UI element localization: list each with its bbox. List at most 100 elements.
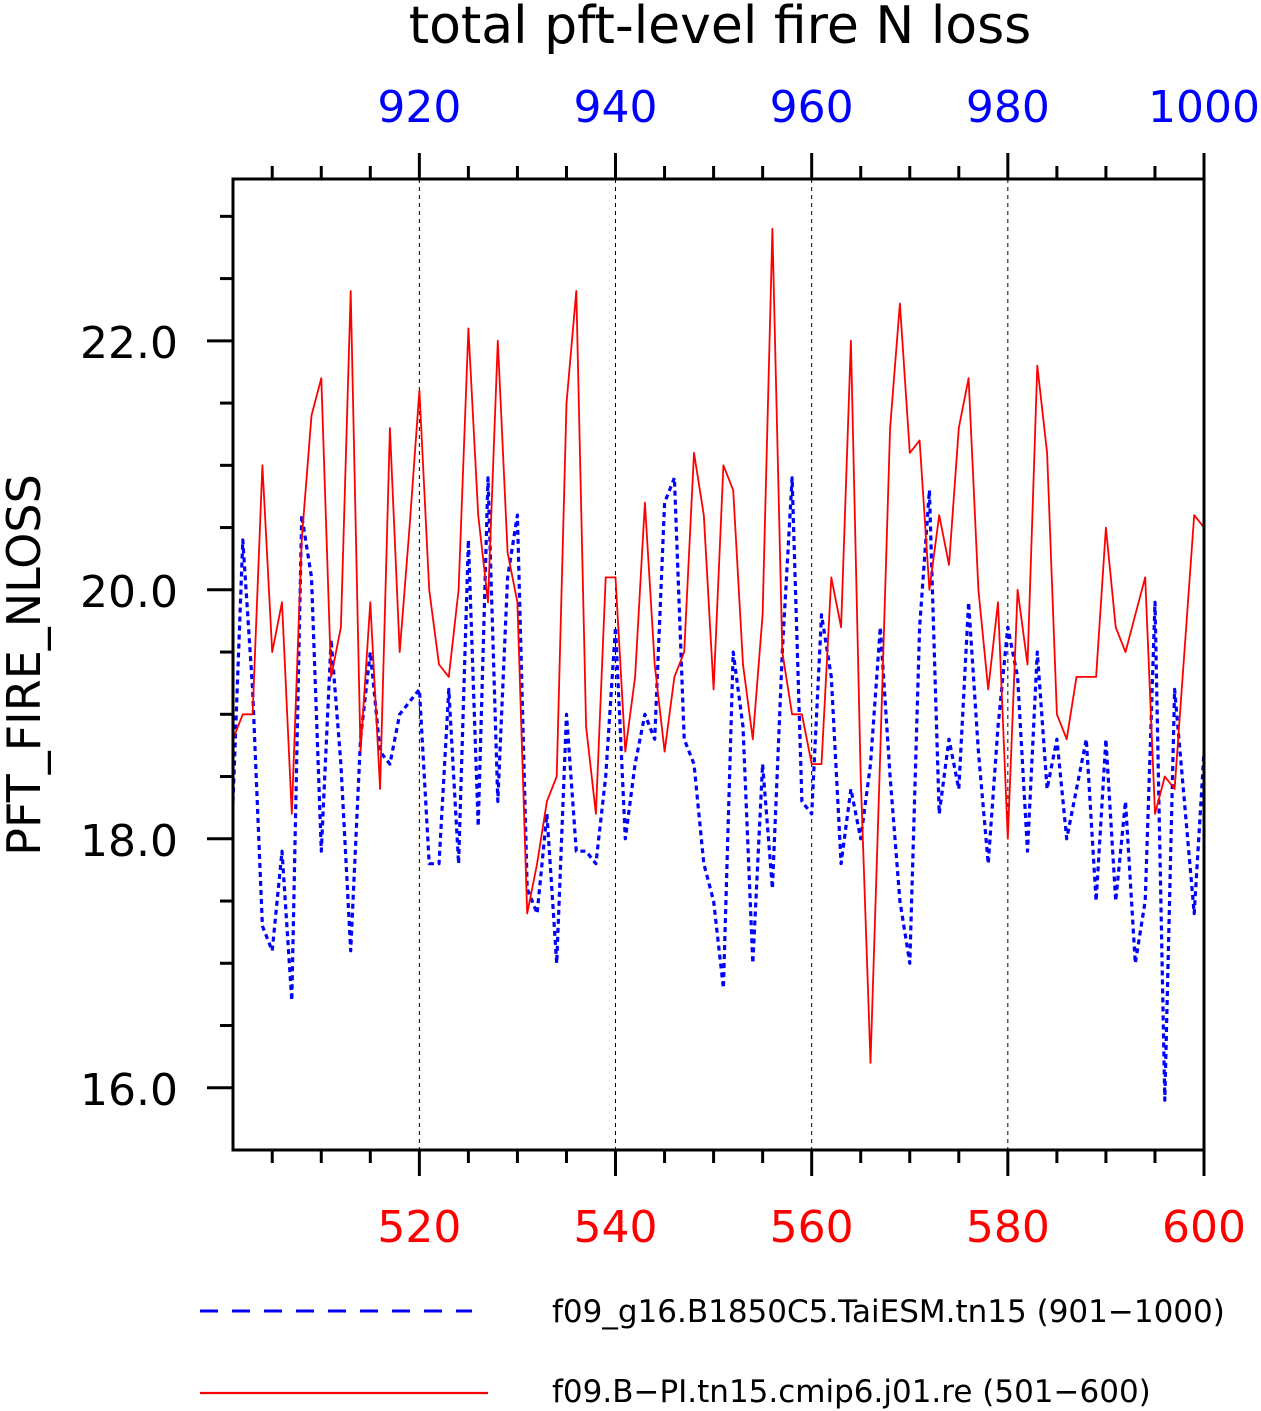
data-point <box>516 514 519 517</box>
data-point <box>1114 626 1117 629</box>
data-point <box>516 601 519 604</box>
data-point <box>457 862 460 865</box>
data-point <box>1006 837 1009 840</box>
data-point <box>967 601 970 604</box>
data-point <box>594 812 597 815</box>
data-point <box>820 763 823 766</box>
data-point <box>555 775 558 778</box>
data-point <box>938 514 941 517</box>
data-point <box>898 302 901 305</box>
data-point <box>624 750 627 753</box>
data-point <box>918 626 921 629</box>
series-line-blue <box>231 476 1206 1102</box>
data-point <box>663 501 666 504</box>
data-point <box>241 539 244 542</box>
data-point <box>477 825 480 828</box>
data-point <box>565 713 568 716</box>
legend-label-red: f09.B−PI.tn15.cmip6.j01.re (501−600) <box>552 1374 1151 1410</box>
data-point <box>732 489 735 492</box>
data-point <box>438 862 441 865</box>
legend-label-blue: f09_g16.B1850C5.TaiESM.tn15 (901−1000) <box>552 1294 1225 1330</box>
data-point <box>418 688 421 691</box>
data-point <box>438 663 441 666</box>
data-point <box>428 862 431 865</box>
data-point <box>653 663 656 666</box>
data-point <box>359 750 362 753</box>
data-point <box>1154 601 1157 604</box>
data-point <box>418 389 421 392</box>
data-point <box>1026 850 1029 853</box>
data-point <box>1006 626 1009 629</box>
data-point <box>859 775 862 778</box>
data-point <box>320 377 323 380</box>
data-point <box>967 377 970 380</box>
data-point <box>908 962 911 965</box>
data-point <box>673 675 676 678</box>
data-point <box>800 713 803 716</box>
data-point <box>928 489 931 492</box>
data-point <box>1026 663 1029 666</box>
data-point <box>1036 364 1039 367</box>
data-point <box>496 339 499 342</box>
data-point <box>310 414 313 417</box>
data-point <box>977 588 980 591</box>
data-point <box>771 227 774 230</box>
data-point <box>614 576 617 579</box>
y-axis-label: PFT_FIRE_NLOSS <box>0 474 51 856</box>
data-point <box>1124 800 1127 803</box>
data-point <box>849 339 852 342</box>
data-point <box>585 725 588 728</box>
data-point <box>810 763 813 766</box>
data-point <box>1075 788 1078 791</box>
legend: f09_g16.B1850C5.TaiESM.tn15 (901−1000) f… <box>200 1294 1225 1410</box>
data-point <box>575 850 578 853</box>
data-point <box>290 999 293 1002</box>
top-tick-label: 980 <box>966 82 1050 133</box>
data-point <box>751 738 754 741</box>
y-tick-label: 16.0 <box>80 1065 178 1116</box>
data-point <box>908 451 911 454</box>
data-point <box>1144 576 1147 579</box>
data-point <box>693 763 696 766</box>
data-point <box>1104 526 1107 529</box>
data-point <box>791 476 794 479</box>
data-point <box>938 812 941 815</box>
data-point <box>428 588 431 591</box>
data-point <box>634 763 637 766</box>
data-point <box>624 837 627 840</box>
data-point <box>683 651 686 654</box>
data-point <box>349 949 352 952</box>
data-point <box>761 763 764 766</box>
data-point <box>506 551 509 554</box>
data-point <box>467 327 470 330</box>
data-point <box>1095 900 1098 903</box>
top-tick-label: 940 <box>574 82 658 133</box>
data-point <box>1163 775 1166 778</box>
data-point <box>751 962 754 965</box>
data-point <box>408 700 411 703</box>
bottom-tick-label: 520 <box>377 1202 461 1253</box>
data-point <box>271 651 274 654</box>
data-point <box>369 601 372 604</box>
data-point <box>1134 962 1137 965</box>
data-point <box>712 900 715 903</box>
data-point <box>1065 837 1068 840</box>
data-point <box>477 514 480 517</box>
data-point <box>408 526 411 529</box>
data-point <box>702 862 705 865</box>
bottom-axis-tick-labels: 520 540 560 580 600 <box>377 1202 1246 1253</box>
top-tick-label: 920 <box>377 82 461 133</box>
data-point <box>536 862 539 865</box>
data-point <box>889 427 892 430</box>
data-point <box>604 576 607 579</box>
data-point <box>251 713 254 716</box>
data-point <box>565 402 568 405</box>
data-point <box>1183 800 1186 803</box>
data-point <box>1085 675 1088 678</box>
y-tick-labels: 16.0 18.0 20.0 22.0 <box>80 318 178 1116</box>
y-tick-label: 20.0 <box>80 567 178 618</box>
data-point <box>594 862 597 865</box>
data-point <box>1163 1099 1166 1102</box>
data-point <box>683 738 686 741</box>
